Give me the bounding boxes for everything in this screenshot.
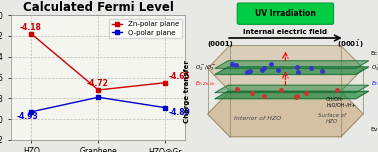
Legend: Zn-polar plane, O-polar plane: Zn-polar plane, O-polar plane	[109, 19, 182, 38]
Text: Ev: Ev	[370, 127, 378, 132]
Text: UV Irradiation: UV Irradiation	[255, 9, 316, 18]
Text: -4.18: -4.18	[19, 23, 41, 32]
Text: Surface of
HZO: Surface of HZO	[318, 113, 345, 124]
Text: (0001): (0001)	[208, 41, 234, 47]
Text: -4.93: -4.93	[17, 112, 39, 121]
Text: -4.72: -4.72	[86, 79, 108, 88]
Text: -4.65: -4.65	[169, 72, 190, 81]
Polygon shape	[208, 46, 363, 91]
Text: $E_{F,Zn\text{-}Gr}$: $E_{F,Zn\text{-}Gr}$	[195, 79, 215, 88]
Text: Ec: Ec	[370, 51, 378, 56]
Polygon shape	[215, 67, 369, 74]
Polygon shape	[215, 85, 369, 93]
Text: $O_2^-/O_2^-$: $O_2^-/O_2^-$	[370, 64, 378, 73]
Text: (000$\bar{1}$): (000$\bar{1}$)	[337, 38, 364, 50]
Text: $E_{F,O\text{-}Gr}$: $E_{F,O\text{-}Gr}$	[370, 79, 378, 88]
Polygon shape	[215, 61, 369, 68]
FancyBboxPatch shape	[237, 3, 333, 24]
Title: Calculated Fermi Level: Calculated Fermi Level	[23, 1, 174, 14]
Polygon shape	[208, 91, 363, 137]
Text: Charge transfer: Charge transfer	[184, 60, 190, 123]
Text: $O_2^-/O_2^-$: $O_2^-/O_2^-$	[195, 64, 216, 73]
Text: OH/OH-
H₂O/OH-/H+: OH/OH- H₂O/OH-/H+	[326, 96, 356, 107]
Text: Interior of HZO: Interior of HZO	[234, 116, 281, 121]
Polygon shape	[215, 91, 369, 99]
Text: Internal electric field: Internal electric field	[243, 29, 327, 35]
Text: -4.89: -4.89	[169, 108, 191, 117]
